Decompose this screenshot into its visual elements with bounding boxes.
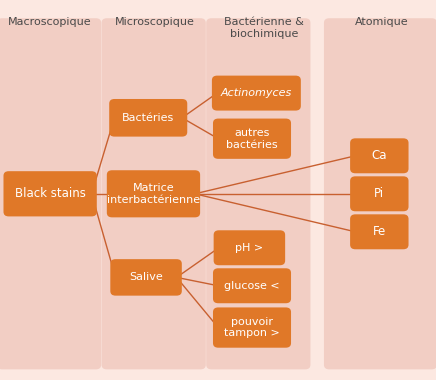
Text: glucose <: glucose < bbox=[224, 281, 280, 291]
Text: Black stains: Black stains bbox=[15, 187, 85, 200]
Text: pouvoir
tampon >: pouvoir tampon > bbox=[224, 317, 280, 338]
Text: Atomique: Atomique bbox=[355, 17, 408, 27]
Text: Macroscopique: Macroscopique bbox=[8, 17, 92, 27]
FancyBboxPatch shape bbox=[102, 18, 206, 369]
Text: Matrice
interbactérienne: Matrice interbactérienne bbox=[107, 183, 200, 204]
FancyBboxPatch shape bbox=[110, 259, 182, 296]
FancyBboxPatch shape bbox=[0, 18, 101, 369]
Text: Microscopique: Microscopique bbox=[115, 17, 195, 27]
FancyBboxPatch shape bbox=[3, 171, 97, 217]
FancyBboxPatch shape bbox=[214, 230, 285, 265]
FancyBboxPatch shape bbox=[212, 76, 301, 111]
Text: Ca: Ca bbox=[371, 149, 387, 162]
FancyBboxPatch shape bbox=[206, 18, 310, 369]
FancyBboxPatch shape bbox=[213, 307, 291, 348]
Text: Actinomyces: Actinomyces bbox=[221, 88, 292, 98]
FancyBboxPatch shape bbox=[350, 138, 409, 173]
FancyBboxPatch shape bbox=[109, 99, 187, 137]
Text: Bactérienne &
biochimique: Bactérienne & biochimique bbox=[224, 17, 304, 39]
FancyBboxPatch shape bbox=[213, 268, 291, 303]
Text: Fe: Fe bbox=[373, 225, 386, 238]
FancyBboxPatch shape bbox=[350, 214, 409, 249]
Text: Salive: Salive bbox=[129, 272, 163, 282]
Text: pH >: pH > bbox=[235, 243, 263, 253]
FancyBboxPatch shape bbox=[107, 170, 200, 217]
FancyBboxPatch shape bbox=[324, 18, 436, 369]
Text: Pi: Pi bbox=[374, 187, 385, 200]
Text: Bactéries: Bactéries bbox=[122, 113, 174, 123]
Text: autres
bactéries: autres bactéries bbox=[226, 128, 278, 149]
FancyBboxPatch shape bbox=[213, 119, 291, 159]
FancyBboxPatch shape bbox=[350, 176, 409, 211]
